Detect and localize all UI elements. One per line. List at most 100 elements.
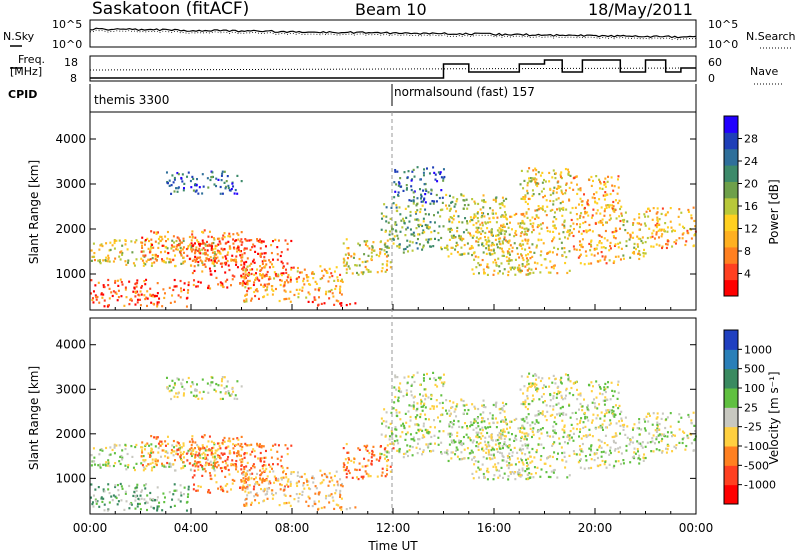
power-cell: [347, 252, 350, 255]
velocity-cell: [500, 420, 503, 423]
velocity-cell: [379, 457, 382, 460]
velocity-cell: [482, 404, 485, 407]
velocity-cell: [633, 423, 636, 426]
power-cell: [214, 247, 217, 250]
velocity-cell: [480, 432, 483, 435]
velocity-cell: [603, 463, 606, 466]
velocity-cell: [412, 438, 415, 441]
velocity-cell: [280, 478, 283, 481]
power-cell: [619, 258, 622, 261]
velocity-cell: [508, 458, 511, 461]
power-cell: [245, 293, 248, 296]
power-cell: [221, 262, 224, 265]
velocity-cell: [242, 473, 245, 476]
velocity-cell: [105, 461, 108, 464]
power-cell: [210, 273, 213, 276]
velocity-cell: [530, 385, 533, 388]
velocity-cell: [124, 464, 127, 467]
velocity-cell: [299, 475, 302, 479]
power-cell: [509, 266, 512, 269]
power-cell: [531, 243, 534, 246]
power-cell: [205, 252, 208, 255]
power-cell: [146, 304, 149, 308]
velocity-cell: [461, 426, 464, 429]
velocity-cell: [495, 417, 498, 420]
power-cell: [259, 272, 262, 276]
power-cell: [563, 224, 566, 227]
velocity-cell: [144, 444, 147, 448]
velocity-cell: [172, 386, 175, 389]
velocity-cell: [264, 464, 267, 467]
power-cell: [519, 271, 522, 274]
power-cell: [246, 257, 249, 260]
power-cell: [426, 226, 429, 229]
velocity-cell: [680, 416, 683, 419]
velocity-cell: [274, 477, 277, 480]
velocity-cell: [121, 487, 124, 490]
power-cell: [661, 245, 664, 248]
velocity-cell: [420, 400, 423, 403]
power-cell: [640, 223, 643, 226]
velocity-cell: [655, 417, 658, 420]
velocity-cell: [134, 487, 137, 490]
power-cell: [221, 256, 224, 259]
power-cell: [134, 241, 137, 244]
velocity-cell: [243, 481, 246, 484]
velocity-cell: [506, 454, 509, 458]
power-cell: [202, 231, 205, 234]
velocity-cell: [181, 452, 184, 456]
velocity-cell: [494, 402, 497, 405]
power-cell: [494, 258, 497, 262]
power-cell: [407, 205, 410, 208]
power-cell: [250, 272, 253, 276]
velocity-cell: [486, 470, 489, 473]
power-cell: [502, 254, 505, 257]
power-cell: [260, 241, 263, 244]
velocity-cell: [524, 435, 527, 438]
power-cell: [403, 219, 406, 223]
velocity-cell: [339, 478, 342, 481]
power-cell: [596, 244, 599, 247]
power-cell: [565, 255, 568, 259]
power-cell: [568, 229, 571, 232]
power-cell: [411, 178, 414, 181]
velocity-cell: [514, 436, 517, 440]
power-cell: [520, 253, 523, 256]
power-cell: [141, 259, 144, 262]
velocity-cell: [585, 459, 588, 462]
power-colorbar-label: Power [dB]: [767, 179, 781, 244]
power-cell: [378, 255, 381, 258]
power-cell: [632, 222, 635, 225]
power-cell: [220, 174, 223, 177]
velocity-cell: [656, 421, 659, 424]
power-cell: [544, 258, 547, 261]
power-cell: [368, 247, 371, 250]
power-cell: [559, 202, 562, 205]
power-cell: [492, 261, 495, 264]
power-cell: [521, 220, 524, 223]
power-cell: [256, 239, 259, 242]
velocity-cell: [236, 454, 239, 458]
velocity-cell: [472, 421, 475, 424]
velocity-cell: [109, 453, 112, 456]
velocity-cell: [220, 470, 223, 473]
velocity-cell: [526, 477, 529, 481]
velocity-cell: [603, 399, 606, 402]
power-cell: [524, 265, 527, 268]
velocity-cell: [385, 459, 388, 463]
power-cell: [663, 230, 666, 233]
power-cell: [217, 251, 220, 254]
velocity-cell: [204, 456, 207, 459]
power-cell: [204, 259, 207, 262]
velocity-cell: [581, 450, 584, 453]
velocity-cell: [183, 388, 186, 391]
power-cell: [445, 246, 448, 250]
power-cell: [486, 263, 489, 266]
velocity-cell: [469, 421, 472, 424]
power-cell: [606, 239, 609, 242]
velocity-cell: [123, 508, 126, 512]
power-cell: [460, 246, 463, 249]
power-cell: [246, 281, 249, 284]
power-cell: [204, 251, 207, 255]
velocity-cell: [257, 457, 260, 460]
